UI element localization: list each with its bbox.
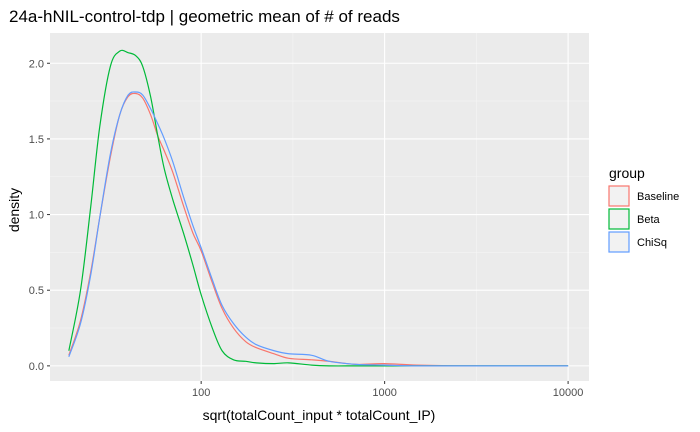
grid-major xyxy=(50,33,589,381)
density-line-beta xyxy=(68,49,569,367)
y-axis-title: density xyxy=(6,188,22,232)
x-tick-label: 1000 xyxy=(372,387,396,399)
y-tick-label: 1.5 xyxy=(29,134,44,146)
legend-label-chisq: ChiSq xyxy=(637,237,667,249)
x-tick-label: 10000 xyxy=(553,387,584,399)
y-axis: 0.0 0.5 1.0 1.5 2.0 xyxy=(29,58,50,373)
x-tick-label: 100 xyxy=(192,387,210,399)
grid-minor xyxy=(50,33,589,381)
legend-label-baseline: Baseline xyxy=(637,191,679,203)
legend-label-beta: Beta xyxy=(637,214,661,226)
y-tick-label: 1.0 xyxy=(29,210,44,222)
density-line-chisq xyxy=(68,91,569,367)
chart-title: 24a-hNIL-control-tdp | geometric mean of… xyxy=(9,7,400,26)
y-tick-label: 0.5 xyxy=(29,285,44,297)
density-lines xyxy=(68,49,569,367)
legend-key-beta xyxy=(608,208,630,230)
y-tick-label: 2.0 xyxy=(29,58,44,70)
legend-key-chisq xyxy=(608,231,630,253)
x-axis: 100 1000 10000 xyxy=(192,381,583,399)
legend-key-baseline xyxy=(608,185,630,207)
y-tick-label: 0.0 xyxy=(29,361,44,373)
legend-title: group xyxy=(609,165,645,181)
legend: group Baseline Beta ChiSq xyxy=(608,165,679,253)
x-axis-title: sqrt(totalCount_input * totalCount_IP) xyxy=(203,407,436,423)
plot-panel xyxy=(50,33,589,381)
